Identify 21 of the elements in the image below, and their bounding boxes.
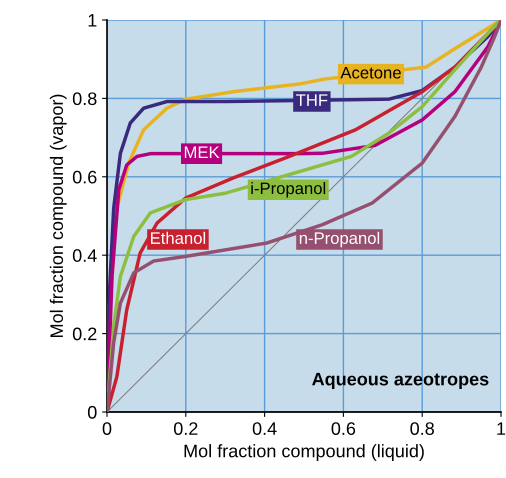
y-tick-label: 1 <box>88 14 96 27</box>
x-tick-label: 1 <box>497 422 506 435</box>
series-label: THF <box>296 94 328 106</box>
x-tick-label: 0.2 <box>174 422 198 435</box>
y-tick-label: 0.4 <box>72 249 97 262</box>
series-label: Acetone <box>340 66 401 79</box>
series-label: Ethanol <box>151 232 206 244</box>
y-tick-label: 0 <box>88 406 97 419</box>
series-label: MEK <box>184 146 220 158</box>
x-axis-title: Mol fraction compound (liquid) <box>184 444 424 461</box>
y-axis-title: Mol fraction compound (vapor) <box>50 94 67 337</box>
y-tick-label: 0.6 <box>72 170 96 184</box>
x-tick-label: 0 <box>102 422 112 435</box>
y-tick-label: 0.8 <box>72 92 96 106</box>
series-label: n-Propanol <box>300 232 380 248</box>
x-tick-label: 0.8 <box>410 422 434 435</box>
series-label: i-Propanol <box>251 182 326 198</box>
y-tick-label: 0.2 <box>72 328 96 340</box>
x-tick-label: 0.6 <box>332 422 356 435</box>
annotation: Aqueous azeotropes <box>312 372 488 390</box>
x-tick-label: 0.4 <box>252 422 277 435</box>
